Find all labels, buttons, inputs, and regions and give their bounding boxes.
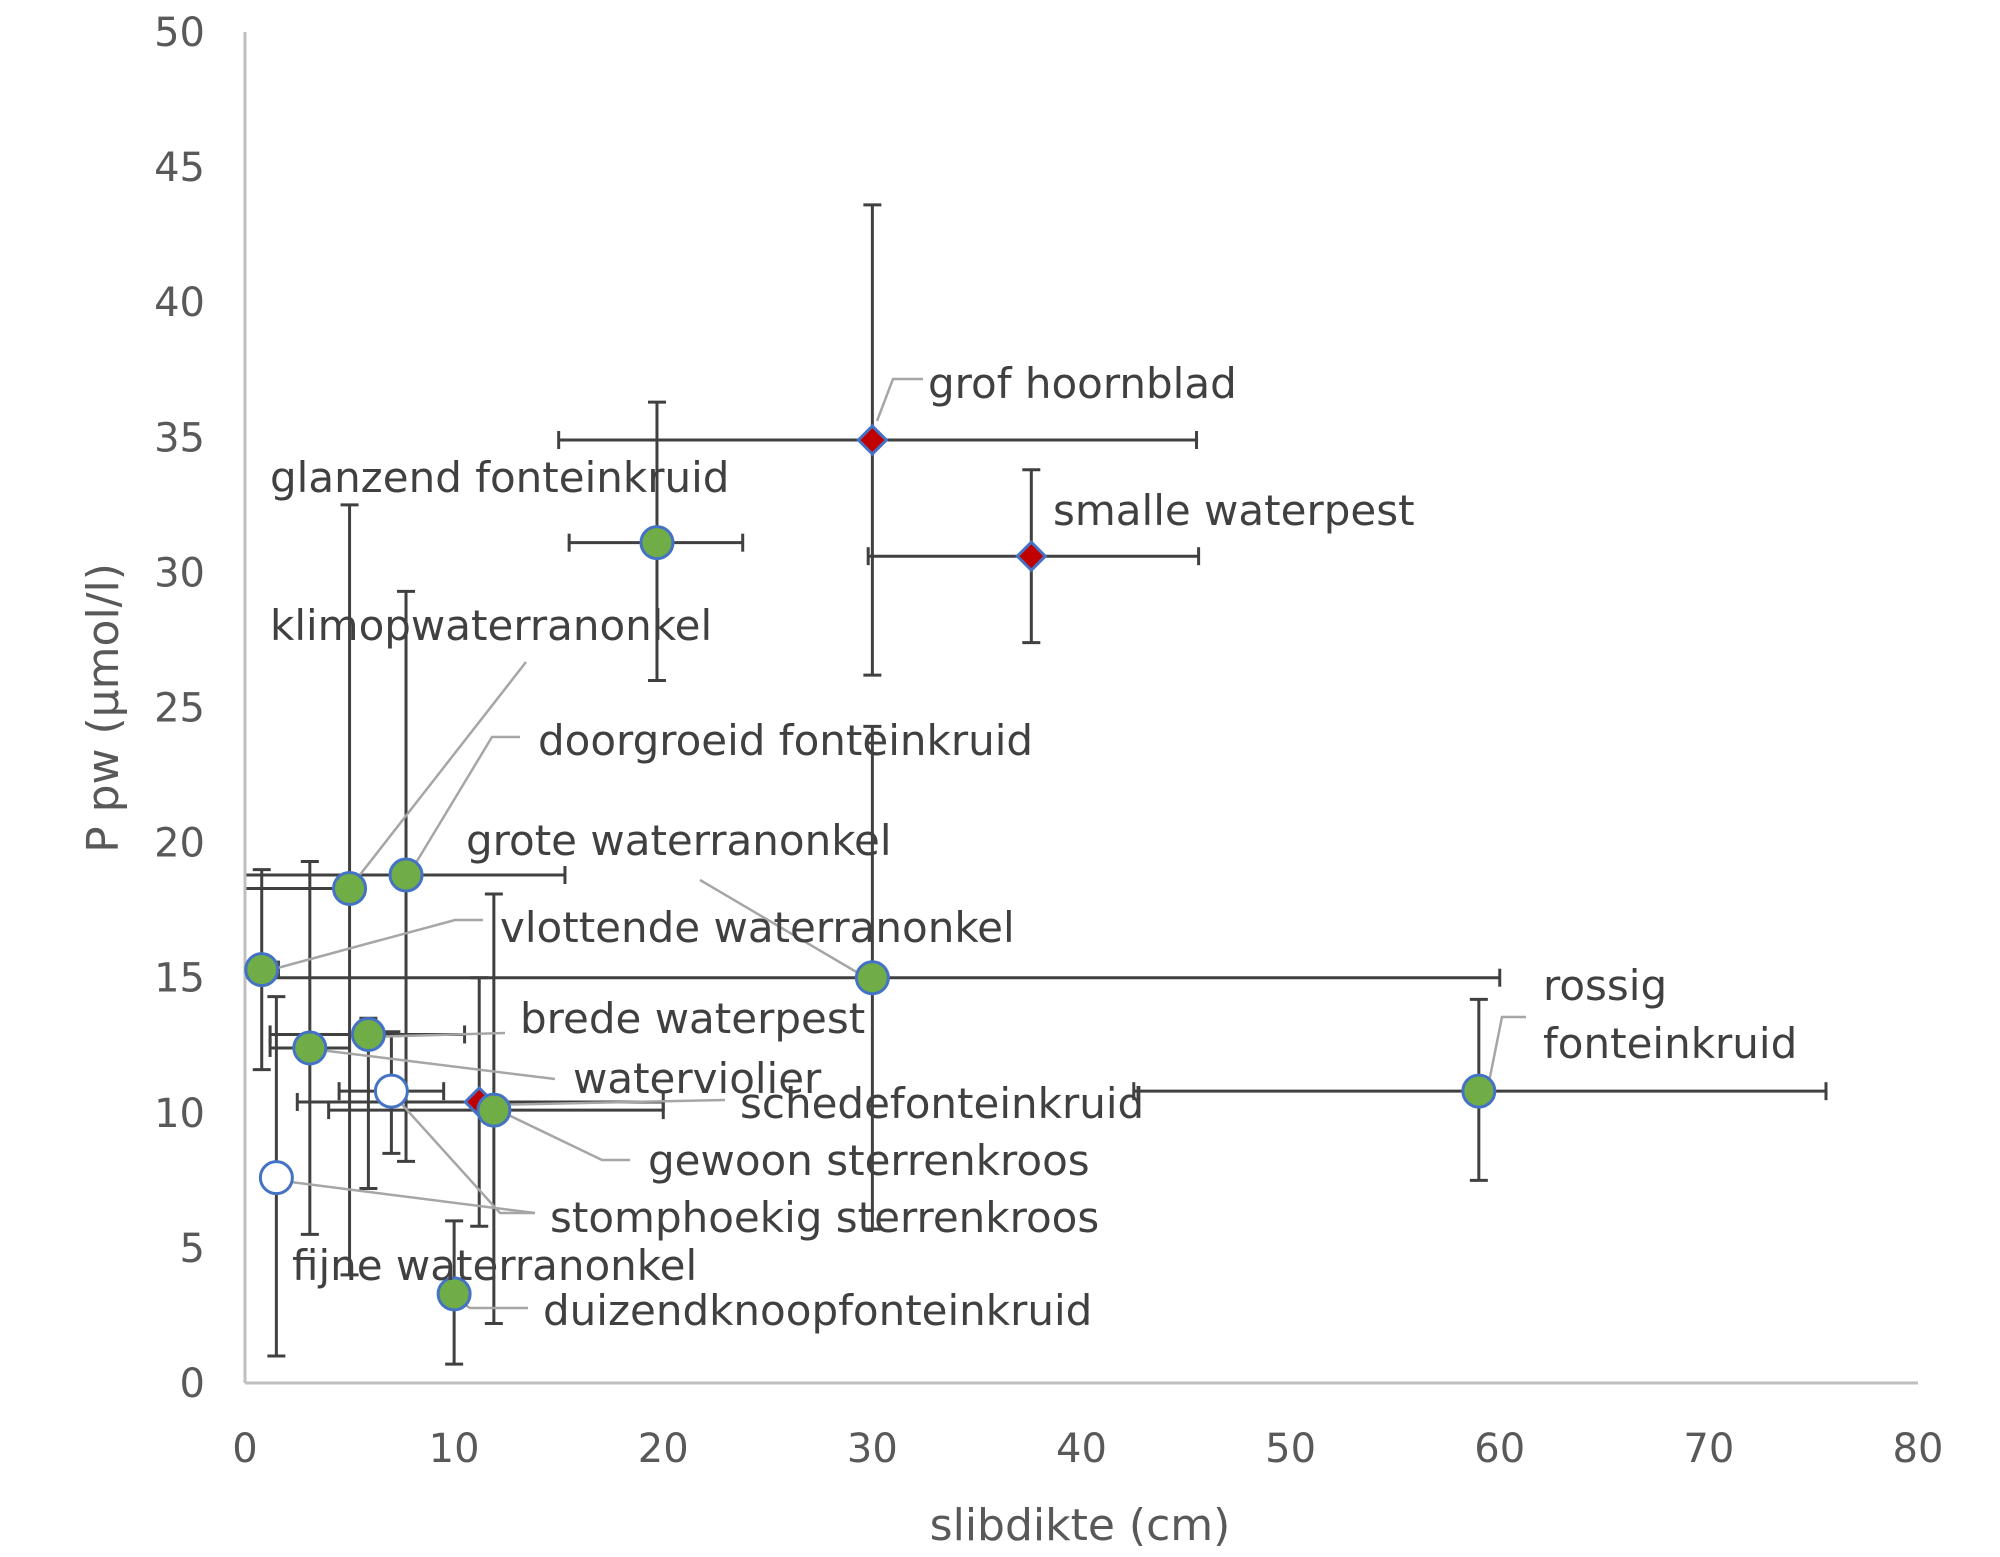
label-leader-line (1485, 1015, 1526, 1093)
y-tick-label: 10 (154, 1091, 205, 1137)
data-point-label: brede waterpest (520, 994, 865, 1043)
label-leader-line (269, 918, 483, 972)
y-tick-label: 0 (180, 1361, 205, 1407)
y-tick-label: 30 (154, 550, 205, 596)
y-tick-label: 35 (154, 415, 205, 461)
y-axis-title: P pw (µmol/l) (78, 563, 129, 853)
label-leader-line (274, 1178, 536, 1215)
label-leader-line (397, 1099, 535, 1215)
data-point-marker (436, 1276, 472, 1312)
data-point-label: grote waterranonkel (466, 816, 892, 865)
x-tick-label: 70 (1683, 1426, 1734, 1472)
label-leader-line (369, 1031, 506, 1039)
data-point-label: grof hoornblad (928, 359, 1237, 408)
data-point-marker (373, 1073, 409, 1109)
data-point-marker (1015, 540, 1048, 573)
data-point-marker (388, 857, 424, 893)
data-point-label: klimopwaterranonkel (270, 601, 712, 650)
data-point-marker (854, 960, 890, 996)
x-tick-label: 80 (1893, 1426, 1944, 1472)
data-point-label: glanzend fonteinkruid (270, 453, 729, 502)
data-point-marker (332, 871, 368, 907)
data-point-label: rossig fonteinkruid (1543, 961, 1797, 1068)
data-point-label: fijne waterranonkel (292, 1241, 697, 1290)
y-tick-label: 50 (154, 10, 205, 56)
x-tick-label: 50 (1265, 1426, 1316, 1472)
label-leader-line (319, 1048, 556, 1081)
data-point-marker (1461, 1073, 1497, 1109)
data-point-label: smalle waterpest (1053, 486, 1415, 535)
data-point-label: waterviolier (573, 1054, 822, 1103)
y-tick-label: 45 (154, 145, 205, 191)
y-tick-label: 15 (154, 956, 205, 1002)
data-point-label: doorgroeid fonteinkruid (538, 716, 1033, 765)
data-point-marker (350, 1016, 386, 1052)
label-leader-lines (269, 377, 1526, 1310)
data-points (244, 423, 1497, 1312)
y-tick-label: 20 (154, 821, 205, 867)
label-leader-line (875, 377, 923, 422)
data-point-marker (476, 1092, 512, 1128)
data-point-label: vlottende waterranonkel (500, 903, 1015, 952)
data-point-marker (639, 525, 675, 561)
y-tick-labels: 0 5 10 15 20 25 30 35 40 45 50 (154, 10, 205, 1407)
data-point-label: gewoon sterrenkroos (648, 1136, 1090, 1185)
data-point-label-line: fonteinkruid (1543, 1019, 1797, 1068)
y-tick-label: 40 (154, 280, 205, 326)
point-labels: grof hoornblad smalle waterpest glanzend f… (270, 359, 1797, 1335)
data-point-marker (244, 952, 280, 988)
x-axis-title: slibdikte (cm) (930, 1500, 1231, 1551)
x-tick-label: 30 (847, 1426, 898, 1472)
data-point-label-line: rossig (1543, 961, 1667, 1010)
data-point-marker (258, 1160, 294, 1196)
y-tick-label: 25 (154, 686, 205, 732)
x-tick-labels: 0 10 20 30 40 50 60 70 80 (232, 1426, 1943, 1472)
x-tick-label: 40 (1056, 1426, 1107, 1472)
data-point-label: schedefonteinkruid (740, 1079, 1144, 1128)
y-tick-label: 5 (180, 1226, 205, 1272)
label-leader-line (351, 661, 527, 886)
data-point-label: stomphoekig sterrenkroos (550, 1193, 1099, 1242)
x-tick-label: 60 (1474, 1426, 1525, 1472)
data-point-marker (856, 423, 889, 457)
x-tick-label: 10 (429, 1426, 480, 1472)
x-tick-label: 20 (638, 1426, 689, 1472)
label-leader-line (699, 878, 871, 982)
label-leader-line (497, 1108, 630, 1162)
label-leader-line (489, 1098, 726, 1107)
data-point-marker (292, 1030, 328, 1066)
data-point-label: duizendknoopfonteinkruid (543, 1286, 1092, 1335)
label-leader-line (406, 735, 520, 877)
axes (243, 32, 1918, 1385)
x-tick-label: 0 (232, 1426, 257, 1472)
